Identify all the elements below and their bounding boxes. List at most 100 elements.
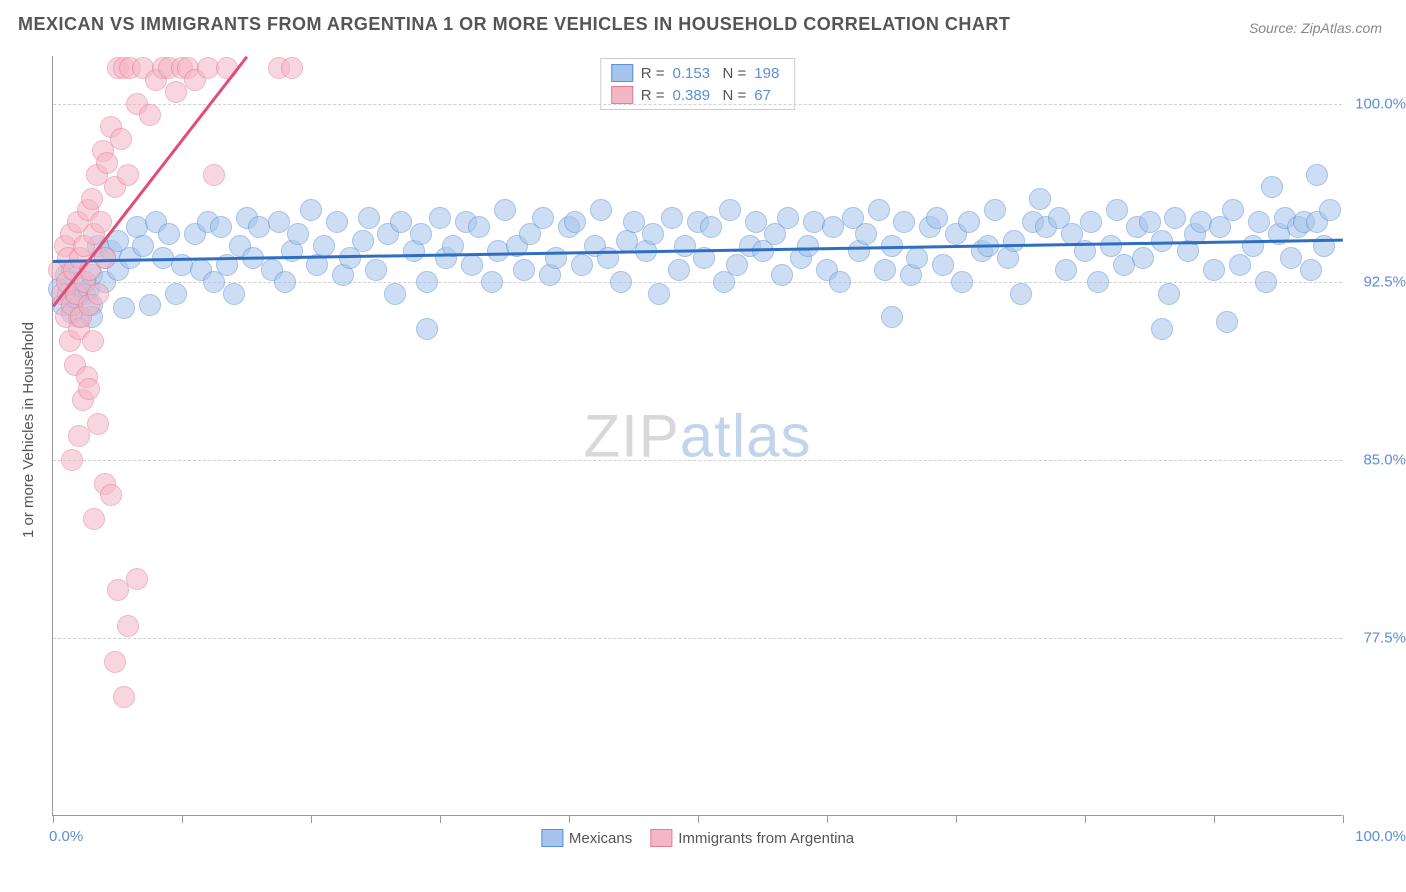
chart-title: MEXICAN VS IMMIGRANTS FROM ARGENTINA 1 O… bbox=[18, 14, 1010, 35]
scatter-point bbox=[1055, 259, 1077, 281]
scatter-point bbox=[1216, 311, 1238, 333]
scatter-point bbox=[110, 128, 132, 150]
scatter-point bbox=[1190, 211, 1212, 233]
scatter-point bbox=[1100, 235, 1122, 257]
scatter-point bbox=[648, 283, 670, 305]
scatter-point bbox=[203, 164, 225, 186]
gridline bbox=[53, 460, 1342, 461]
scatter-point bbox=[803, 211, 825, 233]
scatter-point bbox=[117, 164, 139, 186]
scatter-point bbox=[83, 508, 105, 530]
stats-row: R =0.153N =198 bbox=[611, 62, 785, 84]
scatter-point bbox=[855, 223, 877, 245]
x-tick bbox=[53, 815, 54, 823]
x-tick bbox=[827, 815, 828, 823]
scatter-point bbox=[1300, 259, 1322, 281]
scatter-point bbox=[126, 568, 148, 590]
scatter-point bbox=[96, 152, 118, 174]
legend-item: Mexicans bbox=[541, 829, 632, 847]
bottom-legend: Mexicans Immigrants from Argentina bbox=[541, 829, 854, 847]
scatter-point bbox=[564, 211, 586, 233]
scatter-point bbox=[1306, 164, 1328, 186]
x-tick bbox=[311, 815, 312, 823]
scatter-point bbox=[78, 378, 100, 400]
scatter-point bbox=[674, 235, 696, 257]
scatter-point bbox=[745, 211, 767, 233]
scatter-point bbox=[313, 235, 335, 257]
scatter-point bbox=[829, 271, 851, 293]
y-tick-label: 92.5% bbox=[1363, 273, 1406, 290]
scatter-point bbox=[513, 259, 535, 281]
scatter-point bbox=[958, 211, 980, 233]
scatter-point bbox=[1132, 247, 1154, 269]
stats-legend-box: R =0.153N =198R =0.389N =67 bbox=[600, 58, 796, 110]
y-axis-label: 1 or more Vehicles in Household bbox=[20, 322, 37, 538]
scatter-point bbox=[1280, 247, 1302, 269]
scatter-point bbox=[352, 230, 374, 252]
x-tick bbox=[698, 815, 699, 823]
scatter-point bbox=[984, 199, 1006, 221]
scatter-point bbox=[719, 199, 741, 221]
scatter-point bbox=[623, 211, 645, 233]
scatter-point bbox=[268, 211, 290, 233]
scatter-point bbox=[1242, 235, 1264, 257]
scatter-point bbox=[1010, 283, 1032, 305]
scatter-point bbox=[468, 216, 490, 238]
x-tick bbox=[440, 815, 441, 823]
scatter-point bbox=[1003, 230, 1025, 252]
legend-item: Immigrants from Argentina bbox=[650, 829, 854, 847]
scatter-point bbox=[481, 271, 503, 293]
y-tick-label: 100.0% bbox=[1355, 95, 1406, 112]
scatter-point bbox=[893, 211, 915, 233]
stat-n-value: 67 bbox=[754, 87, 784, 104]
scatter-point bbox=[139, 294, 161, 316]
scatter-point bbox=[410, 223, 432, 245]
scatter-point bbox=[590, 199, 612, 221]
scatter-point bbox=[104, 651, 126, 673]
stat-r-label: R = bbox=[641, 87, 665, 104]
scatter-point bbox=[1164, 207, 1186, 229]
scatter-point bbox=[326, 211, 348, 233]
scatter-point bbox=[132, 235, 154, 257]
scatter-point bbox=[390, 211, 412, 233]
scatter-point bbox=[1248, 211, 1270, 233]
scatter-point bbox=[87, 413, 109, 435]
scatter-point bbox=[881, 306, 903, 328]
gridline bbox=[53, 638, 1342, 639]
scatter-point bbox=[384, 283, 406, 305]
scatter-point bbox=[1222, 199, 1244, 221]
scatter-point bbox=[158, 223, 180, 245]
legend-label: Mexicans bbox=[569, 830, 632, 847]
scatter-point bbox=[365, 259, 387, 281]
scatter-point bbox=[668, 259, 690, 281]
scatter-point bbox=[1158, 283, 1180, 305]
scatter-point bbox=[1139, 211, 1161, 233]
gridline bbox=[53, 104, 1342, 105]
scatter-point bbox=[461, 254, 483, 276]
x-axis-max-label: 100.0% bbox=[1355, 828, 1406, 845]
gridline bbox=[53, 282, 1342, 283]
scatter-point bbox=[661, 207, 683, 229]
scatter-point bbox=[1255, 271, 1277, 293]
x-tick bbox=[1085, 815, 1086, 823]
scatter-point bbox=[1087, 271, 1109, 293]
scatter-point bbox=[1319, 199, 1341, 221]
scatter-point bbox=[571, 254, 593, 276]
scatter-point bbox=[416, 271, 438, 293]
scatter-point bbox=[610, 271, 632, 293]
scatter-point bbox=[926, 207, 948, 229]
x-tick bbox=[956, 815, 957, 823]
scatter-point bbox=[165, 283, 187, 305]
scatter-point bbox=[1029, 188, 1051, 210]
scatter-point bbox=[210, 216, 232, 238]
x-tick bbox=[1214, 815, 1215, 823]
scatter-point bbox=[274, 271, 296, 293]
x-axis-min-label: 0.0% bbox=[49, 828, 83, 845]
stat-r-value: 0.153 bbox=[673, 65, 715, 82]
scatter-point bbox=[117, 615, 139, 637]
scatter-point bbox=[113, 686, 135, 708]
scatter-point bbox=[281, 57, 303, 79]
scatter-point bbox=[874, 259, 896, 281]
scatter-point bbox=[223, 283, 245, 305]
scatter-point bbox=[81, 188, 103, 210]
